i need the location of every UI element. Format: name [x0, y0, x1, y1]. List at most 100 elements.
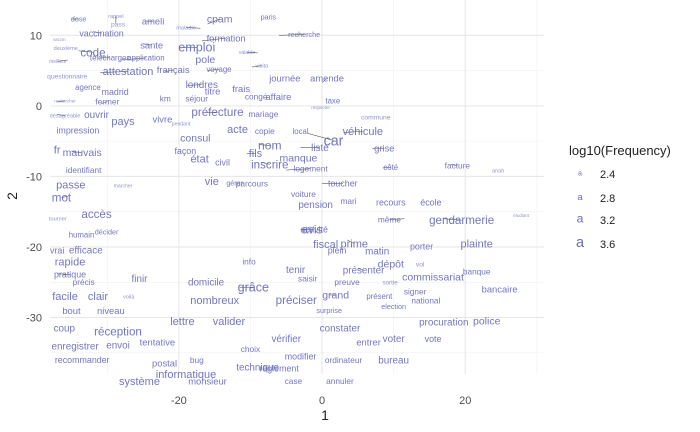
y-tick-label: 0 — [36, 101, 42, 113]
connector-line — [57, 114, 66, 116]
word-label: madrid — [102, 87, 129, 97]
word-label: enregistrer — [51, 341, 99, 352]
legend-label: 2.8 — [600, 193, 615, 205]
word-label: accès — [81, 208, 111, 221]
legend-key: a — [577, 211, 584, 225]
word-label: vaccin — [53, 37, 66, 42]
word-label: cpam — [207, 14, 233, 26]
word-label: pension — [298, 200, 333, 211]
word-label: vérifier — [271, 334, 301, 345]
word-label: formation — [207, 32, 246, 43]
word-label: valable — [239, 50, 255, 56]
word-label: recommander — [55, 355, 110, 365]
word-label: impression — [56, 126, 99, 136]
word-label: valider — [213, 316, 246, 328]
legend-entries: a 2.4 a 2.8 a 3.2 a 3.6 — [576, 169, 615, 251]
word-label: signer — [404, 286, 427, 296]
word-label: système — [119, 376, 160, 388]
connector-line — [357, 267, 364, 271]
word-label: même — [378, 214, 401, 224]
word-label: ordinateur — [325, 355, 363, 365]
connector-line — [259, 144, 270, 146]
word-label: attestation — [103, 66, 154, 78]
label-connectors — [57, 16, 462, 296]
word-label: taxe — [325, 97, 340, 106]
word-label: bug — [190, 355, 204, 365]
word-label: journée — [268, 73, 300, 84]
word-label: gérer — [226, 178, 243, 187]
legend-label: 3.6 — [600, 239, 615, 251]
word-label: domicile — [188, 278, 225, 289]
word-label: inscrire — [251, 158, 288, 171]
word-label: préfecture — [191, 106, 243, 119]
word-label: bureau — [378, 355, 409, 366]
connector-line — [57, 273, 71, 275]
word-label: activité — [300, 224, 328, 234]
connector-line — [164, 69, 174, 73]
word-label: sortie — [383, 279, 399, 286]
word-label: election — [381, 302, 406, 311]
y-axis-ticks: -30 -20 -10 0 10 — [26, 30, 42, 324]
word-label: commune — [361, 114, 391, 121]
word-label: application — [127, 54, 164, 63]
word-label: finir — [132, 274, 149, 285]
word-label: école — [420, 198, 441, 208]
word-label: fiscal — [313, 239, 338, 251]
connector-line — [450, 164, 458, 167]
word-label: copie — [255, 126, 275, 136]
word-label: préciser — [276, 294, 317, 307]
word-label: questionnaire — [47, 74, 87, 81]
connector-line — [207, 18, 220, 25]
connector-line — [246, 152, 256, 155]
connector-line — [101, 101, 108, 104]
connector-line — [246, 51, 258, 54]
word-label: parcours — [236, 178, 268, 188]
word-label: vivre — [153, 114, 173, 125]
x-tick-label: 0 — [319, 395, 325, 407]
word-label: fils — [249, 148, 263, 160]
word-label: saisir — [298, 274, 318, 284]
word-label: banque — [463, 267, 491, 277]
word-label: bancaire — [482, 284, 518, 295]
word-label: voilà — [123, 294, 135, 300]
word-label: liste — [311, 143, 329, 154]
connector-line — [178, 47, 197, 49]
word-label: mauvais — [63, 147, 102, 159]
word-label: ouvrir — [84, 110, 109, 121]
word-label: pass — [111, 21, 126, 28]
word-label: nom — [258, 139, 282, 153]
word-label: local — [293, 127, 309, 136]
legend: log10(Frequency) a 2.4 a 2.8 a 3.2 a 3.6 — [569, 143, 671, 251]
y-axis-label: 2 — [4, 192, 20, 200]
word-label: commissariat — [402, 271, 464, 283]
word-label: coup — [54, 324, 76, 335]
legend-key: a — [576, 235, 585, 251]
word-label: agence — [75, 83, 101, 92]
word-label: facture — [445, 161, 471, 171]
legend-label: 2.4 — [600, 169, 615, 181]
legend-key: a — [577, 192, 583, 203]
word-label: technique — [236, 362, 279, 373]
word-label: entrer — [356, 337, 381, 348]
word-label: vie — [205, 176, 219, 188]
word-label: identifiant — [66, 165, 102, 175]
word-label: réception — [94, 326, 142, 339]
word-label: télécharger — [90, 54, 129, 63]
word-label: vaccination — [79, 28, 123, 38]
word-label: affaire — [265, 91, 291, 102]
x-tick-label: -20 — [171, 395, 187, 407]
connector-line — [201, 37, 227, 42]
word-label: frais — [232, 83, 250, 94]
word-label: recherche — [288, 30, 320, 39]
connector-line — [279, 34, 305, 36]
word-label: logement — [294, 164, 329, 174]
connector-line — [203, 111, 218, 114]
word-label: national — [411, 296, 440, 306]
word-label: porter — [410, 241, 433, 251]
word-label: pendant — [172, 121, 191, 127]
word-label: info — [242, 257, 256, 267]
word-label: postal — [152, 358, 177, 369]
word-label: séjour — [185, 94, 208, 104]
word-label: congé — [245, 92, 268, 102]
